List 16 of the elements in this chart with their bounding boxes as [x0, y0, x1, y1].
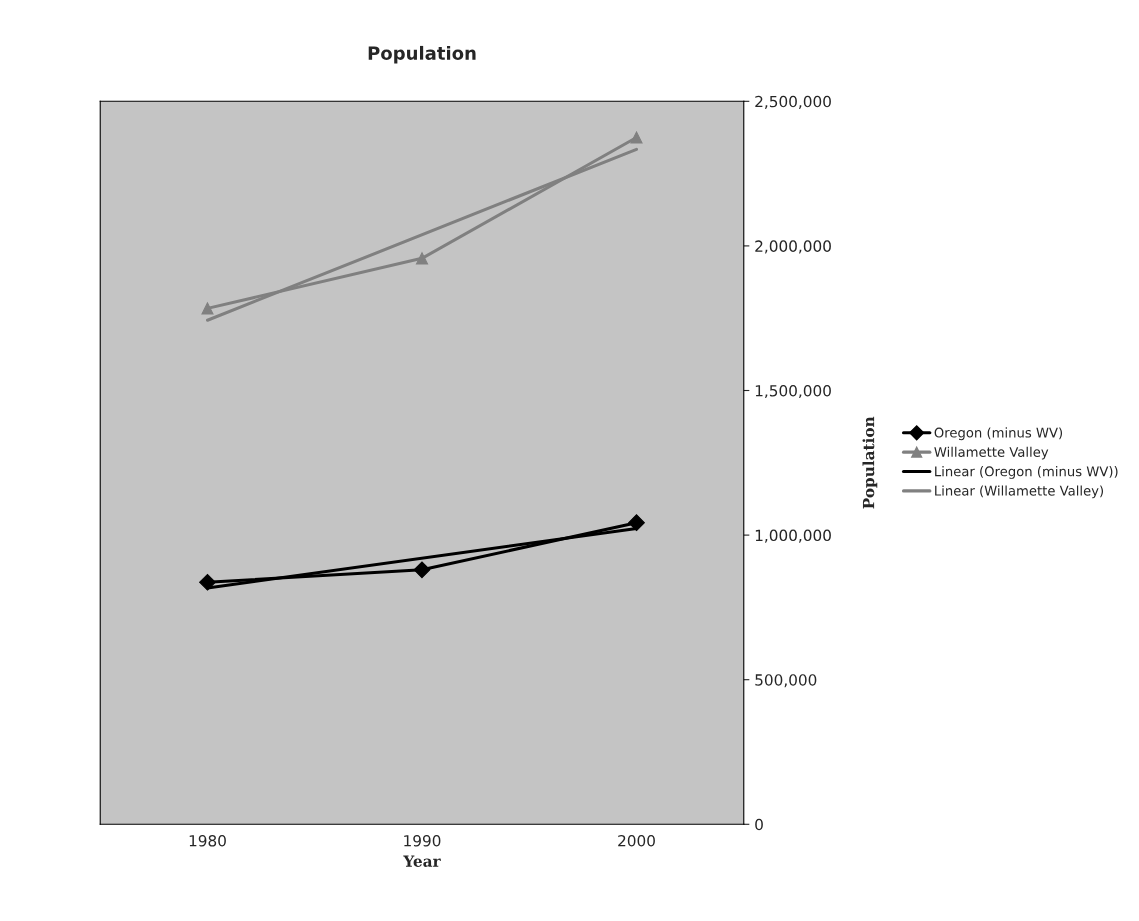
legend-label: Linear (Oregon (minus WV))	[935, 466, 1118, 479]
x-tick-label: 2000	[618, 834, 655, 847]
x-tick-label: 1980	[189, 834, 226, 847]
x-tick-label: 1990	[404, 834, 441, 847]
y-tick-label: 2,000,000	[755, 240, 831, 254]
chart-title: Population	[368, 45, 476, 64]
y-tick-label: 500,000	[755, 674, 817, 688]
y-tick-label: 1,000,000	[755, 529, 831, 543]
x-axis-title: Year	[403, 855, 441, 867]
legend-label: Linear (Willamette Valley)	[935, 485, 1104, 499]
legend-label: Oregon (minus WV)	[934, 427, 1063, 441]
y-tick-label: 2,500,000	[755, 95, 831, 109]
y-axis-title: Population	[862, 416, 878, 509]
legend-label: Willamette Valley	[934, 446, 1049, 460]
y-tick-label: 0	[755, 818, 763, 831]
y-tick-label: 1,500,000	[755, 384, 831, 399]
